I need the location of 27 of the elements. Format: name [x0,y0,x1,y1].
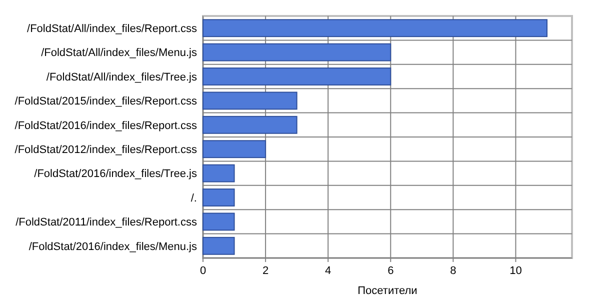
bar [202,212,235,231]
x-tick-label: 4 [325,265,332,277]
bar [202,92,298,110]
bar [202,68,392,86]
bar [202,140,266,158]
y-tick-label: /FoldStat/2016/index_files/Tree.js [34,168,198,180]
y-tick-label: /FoldStat/2015/index_files/Report.css [14,96,198,108]
x-tick-label: 6 [388,265,394,277]
y-tick-label: /FoldStat/2016/index_files/Report.css [14,120,198,132]
y-tick-label: /FoldStat/All/index_files/Tree.js [46,71,198,84]
bar [202,116,298,134]
x-axis-title: Посетители [358,285,418,297]
x-tick-label: 0 [200,265,206,277]
y-tick-label: /FoldStat/2012/index_files/Report.css [14,144,198,156]
y-tick-label: /FoldStat/All/index_files/Menu.js [41,47,198,60]
bar [202,188,235,206]
y-tick-label: /FoldStat/2011/index_files/Report.css [16,216,198,229]
bar [202,236,235,255]
bar [202,43,392,62]
x-tick-label: 8 [450,265,456,277]
y-tick-label: /FoldStat/2016/index_files/Menu.js [28,240,198,253]
bar [202,19,548,38]
y-tick-label: /. [190,192,197,204]
bar [202,164,235,182]
x-tick-label: 2 [262,265,269,277]
y-tick-label: /FoldStat/All/index_files/Report.css [27,22,198,35]
x-tick-label: 10 [510,265,522,277]
